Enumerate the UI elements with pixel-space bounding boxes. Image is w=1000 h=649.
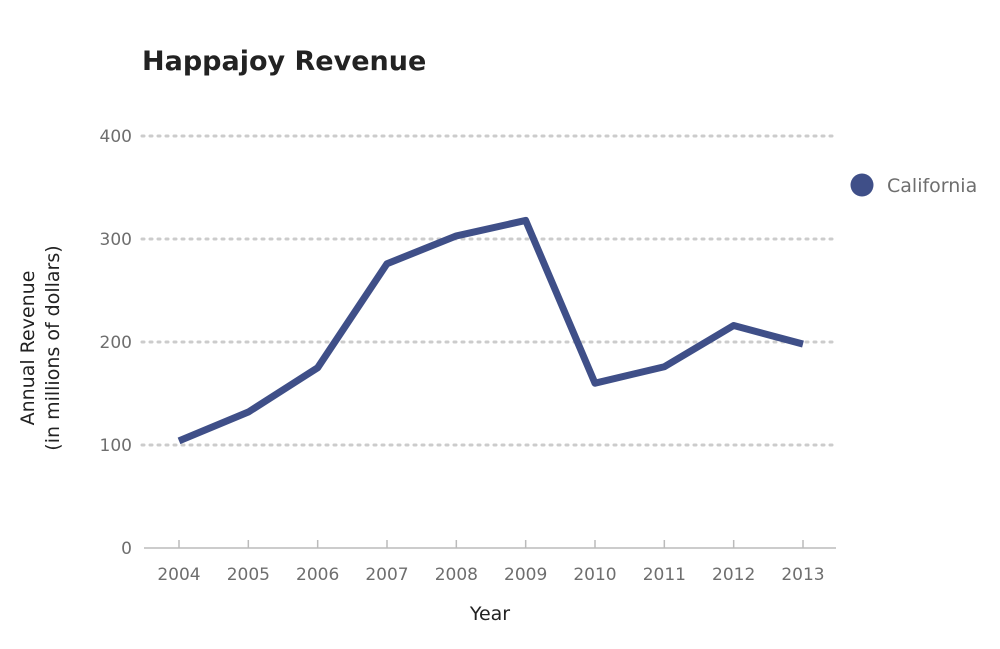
series-lines	[177, 216, 804, 445]
x-tick-label: 2004	[157, 565, 200, 585]
y-axis-ticks: 0 100 200 300 400	[100, 127, 132, 559]
x-tick-label: 2010	[573, 565, 616, 585]
x-tick-label: 2012	[712, 565, 755, 585]
y-axis-label-line-2: (in millions of dollars)	[42, 245, 64, 450]
x-tick-label: 2011	[643, 565, 686, 585]
y-tick-label: 200	[100, 333, 132, 353]
x-tick-label: 2008	[435, 565, 478, 585]
legend-swatch	[850, 173, 874, 197]
x-tick-label: 2009	[504, 565, 547, 585]
x-tick-label: 2007	[365, 565, 408, 585]
x-tick-label: 2006	[296, 565, 339, 585]
y-axis-label: Annual Revenue (in millions of dollars)	[17, 245, 64, 450]
y-tick-label: 0	[121, 539, 132, 559]
y-tick-label: 300	[100, 230, 132, 250]
x-axis-ticks: 2004 2005 2006 2007 2008 2009 2010 2011 2012 2013	[157, 540, 825, 585]
legend-label: California	[887, 175, 977, 197]
series-line-california	[177, 216, 804, 445]
y-tick-label: 100	[100, 436, 132, 456]
x-axis-label: Year	[469, 603, 510, 625]
y-axis-label-line-1: Annual Revenue	[17, 271, 39, 426]
legend: California	[850, 173, 977, 197]
gridlines	[140, 134, 836, 447]
y-tick-label: 400	[100, 127, 132, 147]
x-tick-label: 2013	[781, 565, 824, 585]
x-tick-label: 2005	[227, 565, 270, 585]
chart-title: Happajoy Revenue	[142, 46, 426, 77]
